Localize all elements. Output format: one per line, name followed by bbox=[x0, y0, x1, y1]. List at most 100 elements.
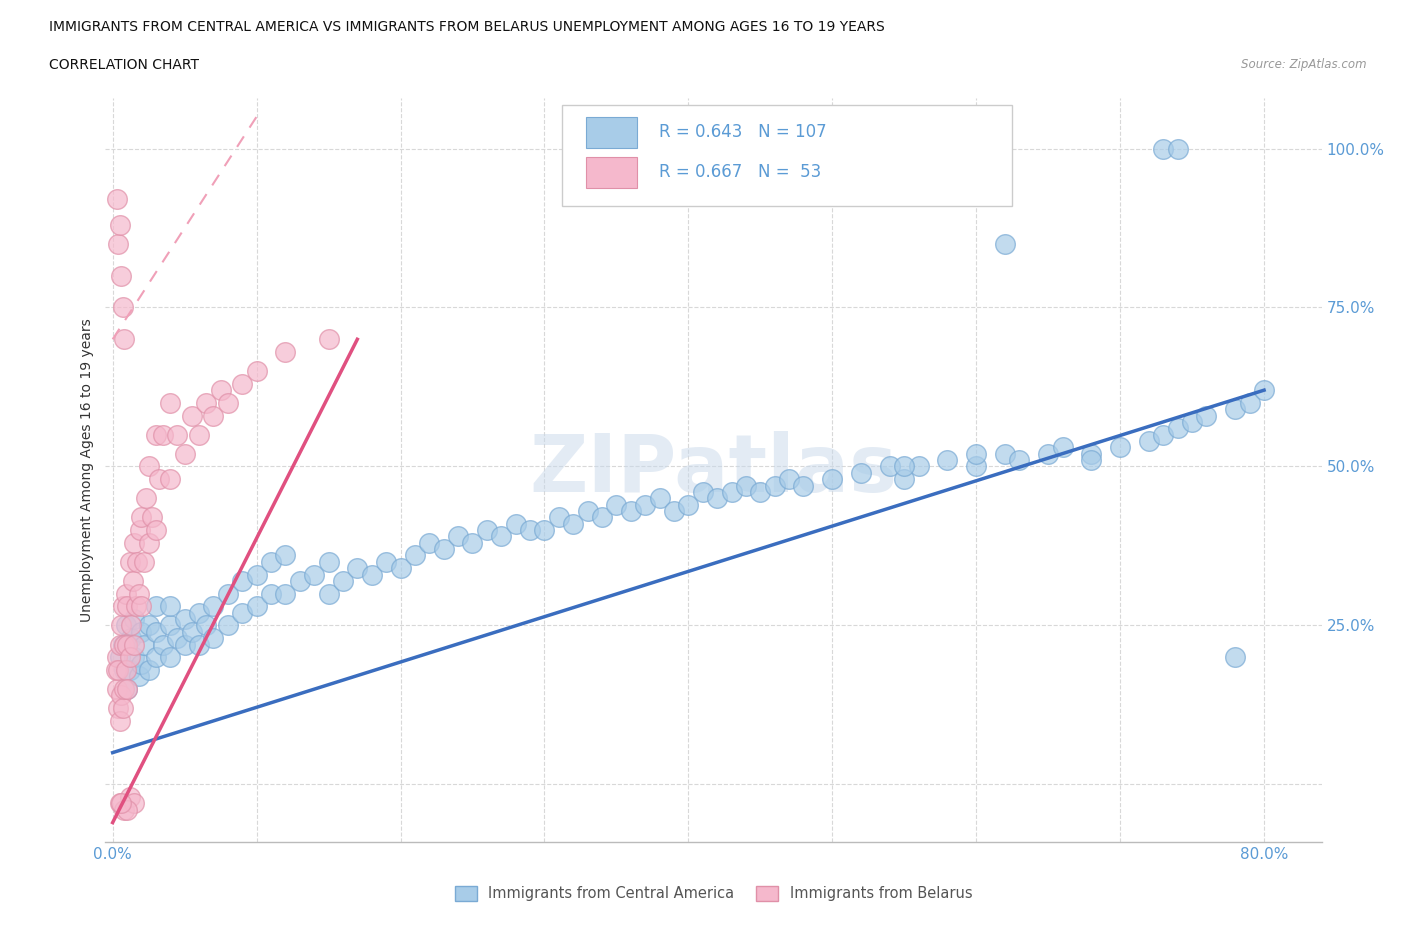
Point bbox=[145, 523, 167, 538]
Point bbox=[115, 682, 138, 697]
Point bbox=[475, 523, 498, 538]
Point bbox=[110, 268, 132, 283]
Point bbox=[120, 618, 142, 633]
Point bbox=[195, 395, 218, 410]
Point bbox=[1181, 415, 1204, 430]
Point bbox=[907, 459, 929, 474]
Point bbox=[591, 510, 613, 525]
Point bbox=[127, 554, 149, 569]
Point bbox=[245, 599, 267, 614]
Point bbox=[166, 427, 188, 442]
Point bbox=[605, 498, 627, 512]
Point bbox=[735, 478, 758, 493]
Point bbox=[1137, 433, 1160, 448]
Point bbox=[1195, 408, 1218, 423]
Point bbox=[121, 574, 143, 589]
Point bbox=[122, 650, 145, 665]
Point bbox=[706, 491, 728, 506]
Point bbox=[994, 446, 1017, 461]
FancyBboxPatch shape bbox=[561, 105, 1011, 206]
Point bbox=[288, 574, 311, 589]
Point bbox=[231, 574, 253, 589]
Point bbox=[131, 624, 153, 639]
Text: CORRELATION CHART: CORRELATION CHART bbox=[49, 58, 200, 72]
Point bbox=[118, 790, 141, 804]
Point bbox=[111, 637, 134, 652]
Point bbox=[108, 796, 131, 811]
Point bbox=[188, 427, 211, 442]
Point bbox=[118, 662, 141, 677]
Point bbox=[274, 586, 297, 601]
Point bbox=[720, 485, 742, 499]
Point bbox=[1052, 440, 1074, 455]
Point bbox=[131, 599, 153, 614]
Point bbox=[1225, 402, 1247, 417]
Point bbox=[188, 637, 211, 652]
Point bbox=[112, 803, 135, 817]
Text: ZIPatlas: ZIPatlas bbox=[530, 431, 897, 509]
Point bbox=[332, 574, 354, 589]
Point bbox=[128, 669, 150, 684]
Point bbox=[318, 554, 340, 569]
Point bbox=[111, 300, 134, 315]
Point bbox=[122, 796, 145, 811]
Point bbox=[217, 586, 239, 601]
Point bbox=[159, 650, 181, 665]
Point bbox=[180, 408, 202, 423]
Point bbox=[1080, 453, 1102, 468]
Point bbox=[115, 599, 138, 614]
Point bbox=[166, 631, 188, 645]
Point bbox=[274, 345, 297, 360]
Point bbox=[576, 503, 599, 518]
Point bbox=[128, 586, 150, 601]
Text: R = 0.667   N =  53: R = 0.667 N = 53 bbox=[659, 163, 821, 181]
Point bbox=[461, 536, 484, 551]
Point bbox=[231, 377, 253, 392]
Point bbox=[145, 427, 167, 442]
Point bbox=[1080, 446, 1102, 461]
Point bbox=[105, 192, 128, 206]
Point bbox=[173, 446, 195, 461]
Point bbox=[141, 510, 163, 525]
Point bbox=[302, 567, 325, 582]
Point bbox=[879, 459, 901, 474]
Point bbox=[195, 618, 218, 633]
Point bbox=[152, 637, 174, 652]
Point bbox=[115, 682, 138, 697]
Point bbox=[159, 599, 181, 614]
Point bbox=[122, 637, 145, 652]
Point bbox=[111, 700, 134, 715]
Bar bbox=[586, 157, 637, 189]
Point bbox=[1109, 440, 1132, 455]
Point bbox=[145, 599, 167, 614]
Point bbox=[418, 536, 440, 551]
Point bbox=[1152, 141, 1174, 156]
Point bbox=[110, 796, 132, 811]
Point bbox=[145, 650, 167, 665]
Bar bbox=[586, 117, 637, 148]
Point bbox=[1008, 453, 1031, 468]
Point bbox=[138, 618, 160, 633]
Point bbox=[138, 536, 160, 551]
Point bbox=[1239, 395, 1261, 410]
Point bbox=[965, 459, 987, 474]
Point bbox=[124, 599, 146, 614]
Point bbox=[245, 364, 267, 379]
Point bbox=[135, 491, 157, 506]
Point bbox=[849, 465, 872, 480]
Point bbox=[107, 236, 129, 251]
Point bbox=[115, 637, 138, 652]
Point bbox=[447, 529, 470, 544]
Point bbox=[505, 516, 527, 531]
Point bbox=[260, 554, 283, 569]
Point bbox=[114, 662, 136, 677]
Point bbox=[389, 561, 412, 576]
Point bbox=[188, 605, 211, 620]
Point bbox=[104, 662, 127, 677]
Point bbox=[1167, 141, 1189, 156]
Point bbox=[1225, 650, 1247, 665]
Point bbox=[145, 624, 167, 639]
Point bbox=[110, 618, 132, 633]
Point bbox=[134, 637, 156, 652]
Point bbox=[112, 682, 135, 697]
